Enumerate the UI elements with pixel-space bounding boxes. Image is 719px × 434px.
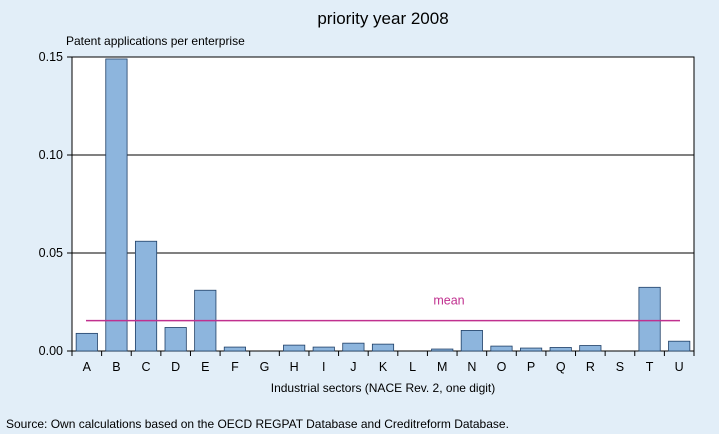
x-axis-label: Industrial sectors (NACE Rev. 2, one dig…	[271, 381, 496, 395]
x-tick-label: I	[322, 360, 325, 374]
bar-Q	[549, 347, 572, 352]
x-tick-label: U	[675, 360, 684, 374]
mean-label: mean	[433, 294, 464, 308]
bar-N	[460, 330, 483, 352]
x-tick-label: G	[260, 360, 270, 374]
y-axis-label: Patent applications per enterprise	[66, 34, 245, 48]
bar-O	[490, 345, 513, 352]
x-tick-label: F	[231, 360, 239, 374]
x-tick-label: C	[142, 360, 151, 374]
x-tick-label: D	[171, 360, 180, 374]
y-tick-label: 0.10	[39, 148, 63, 162]
bar-M	[431, 348, 454, 352]
bar-C	[134, 240, 158, 352]
bar-J	[342, 342, 365, 352]
x-tick-label: T	[646, 360, 654, 374]
x-tick-label: J	[350, 360, 356, 374]
source-note: Source: Own calculations based on the OE…	[6, 417, 509, 431]
x-tick-label: N	[467, 360, 476, 374]
chart-title: priority year 2008	[317, 9, 448, 28]
x-tick-label: B	[112, 360, 120, 374]
x-tick-label: A	[83, 360, 92, 374]
bar-R	[579, 345, 602, 352]
bar-A	[75, 332, 98, 352]
mean-line-group: mean	[86, 294, 680, 322]
bar-I	[312, 346, 335, 352]
bar-U	[668, 340, 691, 352]
bar-D	[164, 327, 187, 352]
y-tick-label: 0.05	[39, 246, 63, 260]
x-tick-label: Q	[556, 360, 566, 374]
x-ticks: A B C D E F G H I J K L M N O P Q R S T U	[71, 351, 695, 374]
x-tick-label: L	[409, 360, 416, 374]
bar-F	[223, 346, 246, 352]
x-tick-label: R	[586, 360, 595, 374]
x-tick-label: E	[201, 360, 209, 374]
y-tick-label: 0.00	[39, 344, 63, 358]
x-tick-label: K	[379, 360, 388, 374]
gridlines	[72, 154, 694, 254]
bar-T	[638, 286, 661, 352]
bar-K	[371, 343, 395, 352]
y-tick-label: 0.15	[39, 50, 63, 64]
x-tick-label: H	[290, 360, 299, 374]
y-ticks: 0.00 0.05 0.10 0.15	[39, 50, 72, 358]
bar-B	[105, 58, 128, 352]
x-tick-label: S	[616, 360, 624, 374]
bars	[75, 58, 691, 352]
plot-area	[71, 56, 695, 352]
x-tick-label: M	[437, 360, 447, 374]
x-tick-label: O	[497, 360, 507, 374]
bar-H	[283, 344, 306, 352]
x-tick-label: P	[527, 360, 535, 374]
bar-P	[520, 347, 543, 352]
